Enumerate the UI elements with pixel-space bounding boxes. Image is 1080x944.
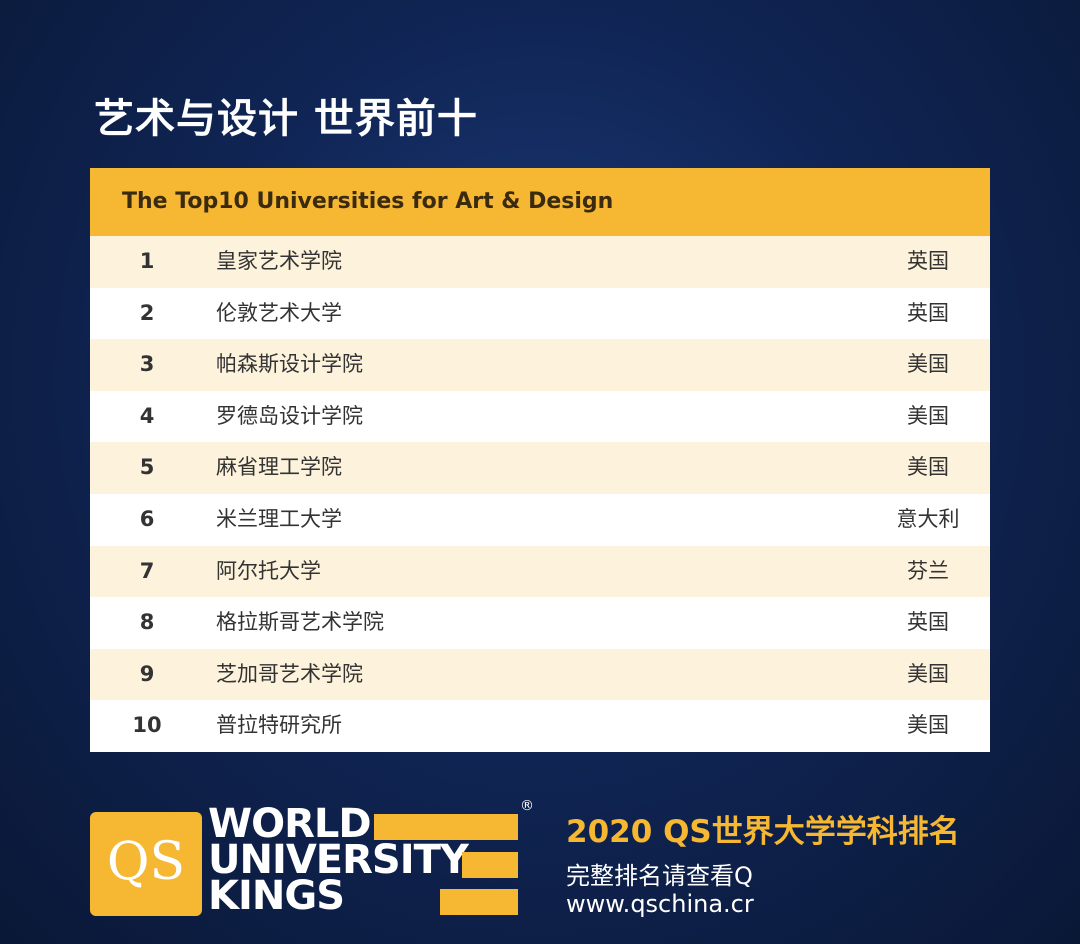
footer-headline: 2020 QS世界大学学科排名	[566, 814, 960, 850]
table-body: 1 皇家艺术学院 英国 2 伦敦艺术大学 英国 3 帕森斯设计学院 美国 4 罗德岛设计学院 美国 5 麻…	[90, 236, 990, 752]
table-row: 7 阿尔托大学 芬兰	[90, 545, 990, 598]
university-name: 芝加哥艺术学院	[216, 661, 363, 686]
rank: 6	[139, 506, 155, 531]
university-name: 皇家艺术学院	[216, 249, 342, 273]
country: 美国	[907, 713, 949, 738]
country: 英国	[907, 610, 949, 635]
logo-bar	[374, 814, 518, 840]
logo-text: WORLD UNIVERSITY KINGS	[208, 801, 469, 919]
rank: 2	[139, 300, 155, 325]
logo-mark: QS	[90, 812, 202, 916]
table-row: 9 芝加哥艺术学院 美国	[90, 648, 990, 701]
rank: 4	[139, 403, 155, 428]
footer-line: 完整排名请查看Q	[566, 862, 753, 890]
rank: 5	[139, 455, 155, 480]
university-name: 米兰理工大学	[216, 506, 342, 531]
logo-bar	[462, 852, 518, 878]
rank: 3	[139, 352, 155, 377]
university-name: 罗德岛设计学院	[216, 403, 363, 428]
logo-line: WORLD	[208, 801, 372, 847]
logo-line: UNIVERSITY	[208, 837, 469, 883]
country: 意大利	[896, 506, 960, 531]
table-row: 6 米兰理工大学 意大利	[90, 493, 990, 546]
table-row: 10 普拉特研究所 美国	[90, 700, 990, 752]
country: 芬兰	[907, 558, 949, 583]
university-name: 格拉斯哥艺术学院	[216, 610, 384, 635]
university-name: 阿尔托大学	[216, 558, 321, 583]
country: 美国	[907, 661, 949, 686]
table-row: 1 皇家艺术学院 英国	[90, 236, 990, 288]
ranking-table: The Top10 Universities for Art & Design …	[90, 168, 990, 752]
country: 英国	[907, 249, 949, 273]
logo-line: KINGS	[208, 873, 345, 919]
title: 艺术与设计 世界前十	[94, 96, 478, 142]
country: 美国	[907, 403, 949, 428]
rank: 9	[139, 661, 155, 686]
table-row: 2 伦敦艺术大学 英国	[90, 287, 990, 340]
country: 美国	[907, 455, 949, 480]
university-name: 麻省理工学院	[216, 455, 342, 480]
logo-bar	[440, 889, 518, 915]
table-row: 4 罗德岛设计学院 美国	[90, 390, 990, 443]
country: 英国	[907, 300, 949, 325]
table-caption: The Top10 Universities for Art & Design	[90, 168, 990, 236]
country: 美国	[907, 352, 949, 377]
footer-line: www.qschina.cr	[566, 890, 754, 918]
university-name: 普拉特研究所	[216, 713, 342, 738]
rank: 10	[132, 713, 162, 738]
university-name: 伦敦艺术大学	[216, 300, 342, 325]
rank: 8	[139, 610, 155, 635]
table-row: 8 格拉斯哥艺术学院 英国	[90, 597, 990, 649]
rank: 7	[139, 558, 155, 583]
university-name: 帕森斯设计学院	[216, 352, 363, 377]
table-row: 5 麻省理工学院 美国	[90, 442, 990, 494]
rank: 1	[139, 249, 155, 273]
registered-mark: ®	[520, 798, 534, 814]
table-row: 3 帕森斯设计学院 美国	[90, 339, 990, 391]
